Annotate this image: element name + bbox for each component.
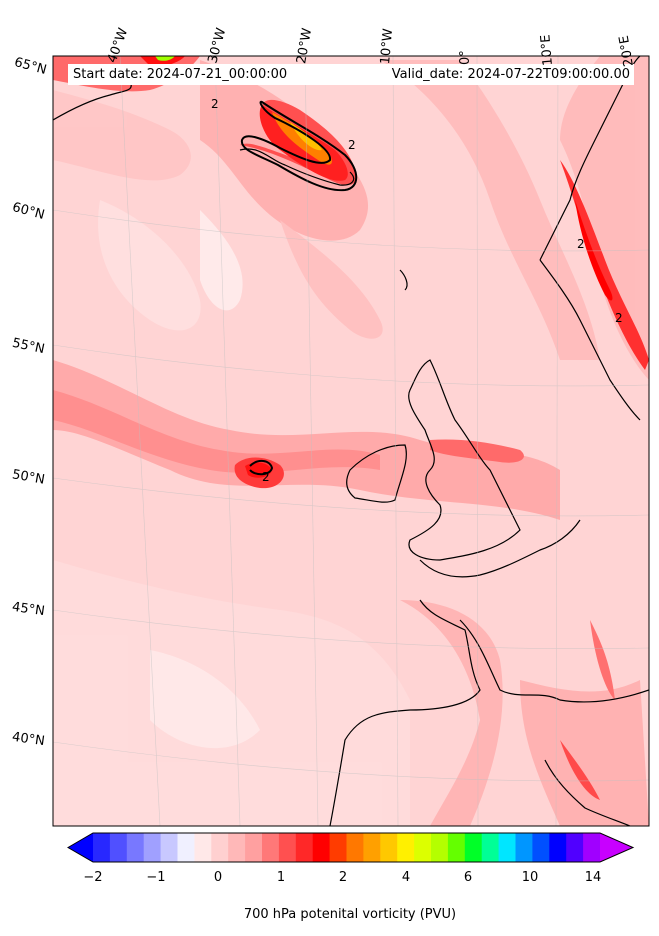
colorbar-extend-min xyxy=(68,833,93,862)
longitude-label: 10°E xyxy=(538,33,556,67)
colorbar-swatch xyxy=(583,833,601,862)
colorbar-tick-label: 4 xyxy=(401,870,411,885)
colorbar-tick-label: 0 xyxy=(213,870,223,885)
colorbar-swatch xyxy=(397,833,415,862)
colorbar-swatch xyxy=(515,833,533,862)
contour-label: 2 xyxy=(211,97,219,111)
colorbar-tick-label: 1 xyxy=(276,870,286,885)
colorbar-swatch xyxy=(380,833,398,862)
colorbar-swatch xyxy=(126,833,145,862)
colorbar-tick-label: −2 xyxy=(83,870,103,885)
colorbar xyxy=(67,832,635,863)
colorbar-swatch xyxy=(160,833,178,862)
colorbar-swatch xyxy=(414,833,432,862)
pv-contour-fill xyxy=(53,56,649,826)
colorbar-swatch xyxy=(228,833,246,862)
colorbar-swatch xyxy=(549,833,567,862)
colorbar-swatch xyxy=(464,833,483,862)
date-info-box: Start date: 2024-07-21_00:00:00 Valid_da… xyxy=(68,64,634,85)
colorbar-tick-label: 14 xyxy=(584,870,602,885)
colorbar-tick-label: 2 xyxy=(338,870,348,885)
colorbar-swatch xyxy=(278,833,297,862)
colorbar-swatch xyxy=(245,833,263,862)
colorbar-title: 700 hPa potenital vorticity (PVU) xyxy=(243,907,457,922)
colorbar-swatch xyxy=(194,833,212,862)
contour-label: 2 xyxy=(577,237,585,251)
colorbar-swatch xyxy=(566,833,584,862)
colorbar-swatch xyxy=(262,833,280,862)
colorbar-extend-max xyxy=(600,833,633,862)
contour-label: 2 xyxy=(348,138,356,152)
colorbar-swatch xyxy=(363,833,381,862)
longitude-label: 0° xyxy=(458,50,473,65)
colorbar-swatch xyxy=(498,833,516,862)
colorbar-swatch xyxy=(329,833,347,862)
colorbar-swatch xyxy=(177,833,195,862)
colorbar-swatch xyxy=(93,833,111,862)
colorbar-swatch xyxy=(431,833,449,862)
colorbar-swatch xyxy=(143,833,162,862)
colorbar-swatch xyxy=(481,833,500,862)
colorbar-swatch xyxy=(312,833,331,862)
colorbar-tick-label: 10 xyxy=(521,870,539,885)
colorbar-swatch xyxy=(532,833,550,862)
map-frame xyxy=(52,55,650,827)
colorbar-tick-label: −1 xyxy=(146,870,166,885)
colorbar-swatch xyxy=(109,833,128,862)
pv-contour-lines xyxy=(240,100,358,476)
longitude-label: 10°W xyxy=(378,27,397,65)
colorbar-outline xyxy=(67,832,635,863)
start-date-label: Start date: 2024-07-21_00:00:00 xyxy=(73,67,288,82)
contour-label: 2 xyxy=(262,470,270,484)
colorbar-tick-label: 6 xyxy=(463,870,473,885)
contour-label: 2 xyxy=(615,311,623,325)
valid-date-label: Valid_date: 2024-07-22T09:00:00.00 xyxy=(391,67,630,82)
colorbar-swatch xyxy=(447,833,466,862)
coastlines xyxy=(53,56,649,826)
colorbar-swatch xyxy=(295,833,314,862)
graticule xyxy=(53,56,649,826)
colorbar-swatch xyxy=(211,833,229,862)
colorbar-swatch xyxy=(346,833,364,862)
